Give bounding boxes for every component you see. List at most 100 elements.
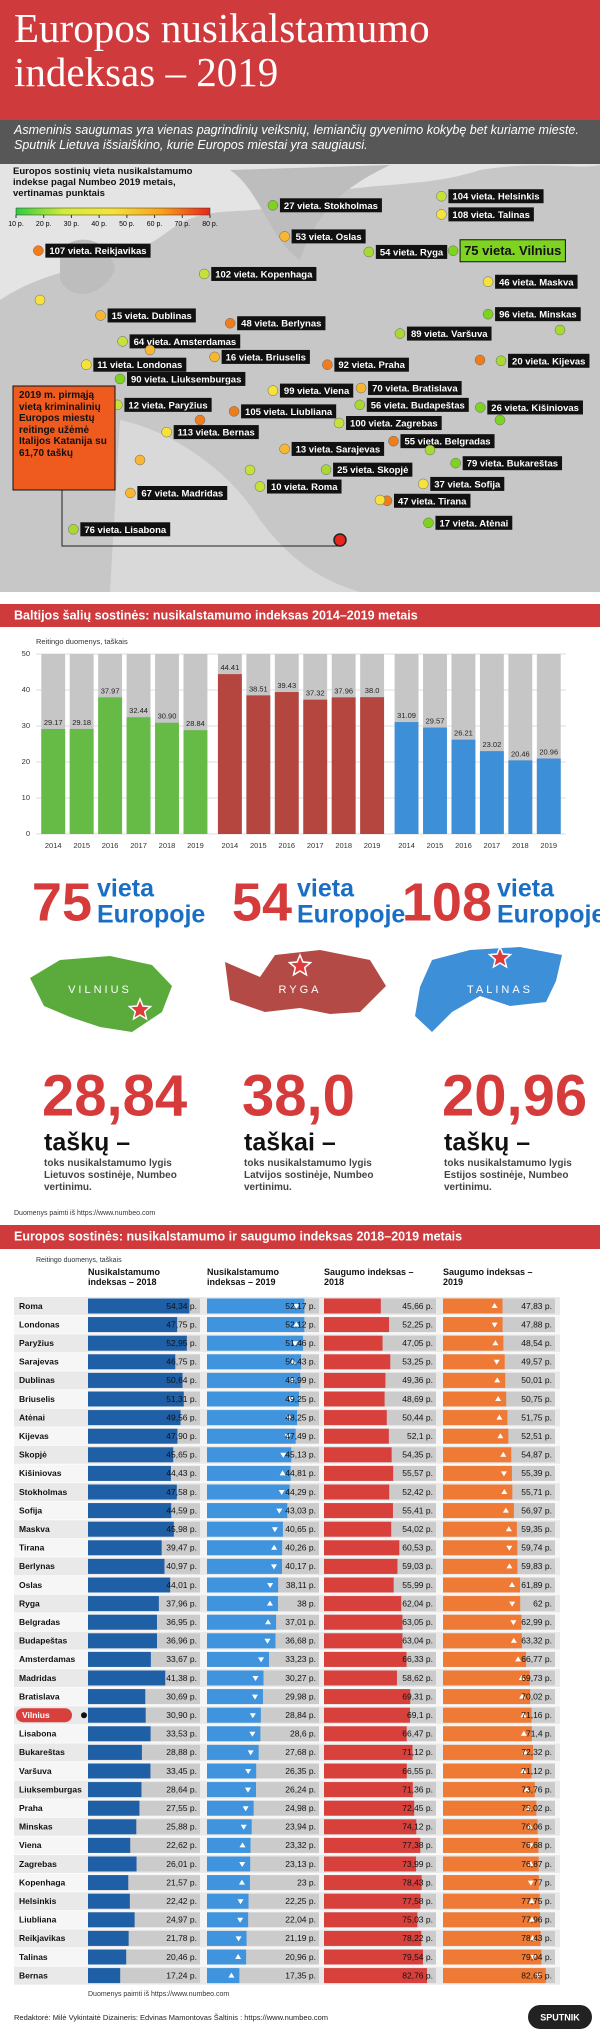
bar: [324, 1410, 387, 1426]
arrow-up: [266, 1600, 273, 1606]
bar: [324, 1949, 423, 1965]
bar: [207, 1912, 249, 1928]
bar: [443, 1317, 503, 1333]
bar: [443, 1391, 507, 1407]
city-label: 89 vieta. Varšuva: [411, 329, 488, 340]
value-label: 82,76 p.: [402, 1970, 433, 1980]
value-label: 28.84: [186, 719, 205, 728]
bar: [246, 695, 271, 834]
city-label: 20 vieta. Kijevas: [512, 356, 585, 367]
row-label: Liubliana: [19, 1915, 57, 1925]
bar: [207, 1633, 276, 1649]
value-label: 47,58 p.: [166, 1487, 197, 1497]
bar: [443, 1726, 532, 1742]
value-label: 61,89 p.: [521, 1580, 552, 1590]
value-label: 50,43 p.: [285, 1357, 316, 1367]
arrow-up: [238, 1879, 245, 1885]
bar: [324, 1912, 418, 1928]
bar: [207, 1707, 261, 1723]
city-label: 108 vieta. Talinas: [452, 210, 529, 221]
bar: [88, 1744, 142, 1760]
value-label: 51,46 p.: [285, 1338, 316, 1348]
city-label: 55 vieta. Belgradas: [404, 437, 490, 448]
bar: [207, 1596, 278, 1612]
city-label-box: [448, 189, 544, 204]
rank-number: 75: [32, 872, 92, 932]
city-label-box: [375, 244, 448, 259]
x-tick-label: 2014: [222, 841, 239, 850]
arrow-down: [271, 1527, 278, 1533]
city-dot: [125, 487, 136, 499]
value-label: 38 p.: [297, 1598, 316, 1608]
arrow-up: [520, 1730, 527, 1736]
bar: [88, 1763, 151, 1779]
bar: [443, 1298, 503, 1314]
arrow-up: [505, 1526, 512, 1532]
city-dot: [254, 481, 266, 492]
city-dot: [388, 435, 399, 447]
value-label: 48,25 p.: [285, 1412, 316, 1422]
arrow-up: [228, 1972, 235, 1978]
rank-unit: vieta: [497, 875, 555, 903]
bar: [443, 1577, 521, 1593]
city-label-box: [334, 357, 409, 372]
bar: [207, 1298, 305, 1314]
bar: [207, 1856, 251, 1872]
city-label-box: [366, 397, 469, 412]
bar: [324, 1893, 421, 1909]
x-tick-label: 2017: [307, 841, 324, 850]
city-label: 67 vieta. Madridas: [141, 489, 223, 500]
city-label-group: 99 vieta. Viena: [279, 383, 354, 398]
city-label: 12 vieta. Paryžius: [128, 400, 207, 411]
row-label: Oslas: [19, 1580, 42, 1590]
highlight-box: [459, 239, 566, 263]
arrow-down: [242, 1806, 249, 1812]
city-label-box: [406, 326, 492, 341]
bar: [443, 1540, 518, 1556]
value-label: 54,02 p.: [402, 1524, 433, 1534]
row-label: Sofija: [19, 1505, 42, 1515]
value-label: 69,31 p.: [402, 1691, 433, 1701]
city-label: 15 vieta. Dublinas: [112, 311, 192, 322]
city-label: 107 vieta. Reikjavikas: [49, 246, 146, 257]
city-label-box: [346, 416, 442, 431]
value-label: 60,53 p.: [402, 1543, 433, 1553]
arrow-up: [510, 1637, 517, 1643]
city-dot: [81, 359, 92, 370]
value-label: 36,68 p.: [285, 1636, 316, 1646]
city-dot: [363, 246, 375, 258]
value-label: 37,01 p.: [285, 1617, 316, 1627]
bar: [443, 1744, 533, 1760]
value-label: 77,58 p.: [402, 1896, 433, 1906]
row-label: Viena: [19, 1840, 42, 1850]
city-label: 11 vieta. Londonas: [97, 360, 182, 371]
bar: [324, 1317, 390, 1333]
row-label: Belgradas: [19, 1617, 60, 1627]
arrow-down: [244, 1787, 251, 1793]
capital-star: [287, 953, 313, 977]
row-label: Zagrebas: [19, 1859, 57, 1869]
x-tick-label: 2018: [335, 841, 352, 850]
row-label: Kopenhaga: [19, 1877, 66, 1887]
arrow-up: [521, 1749, 528, 1755]
value-label: 40,17 p.: [285, 1561, 316, 1571]
city-dot: [495, 355, 507, 367]
bar: [88, 1614, 157, 1630]
callout-text: 2019 m. pirmąją vietą kriminalinių Europ…: [19, 390, 107, 459]
city-label-box: [400, 434, 495, 449]
bar: [443, 1447, 512, 1463]
value-label: 69,73 p.: [521, 1673, 552, 1683]
arrow-up: [492, 1340, 499, 1346]
city-label-box: [80, 522, 171, 537]
city-label-box: [368, 381, 462, 396]
city-label-group: 70 vieta. Bratislava: [368, 381, 462, 396]
section-band: [0, 1225, 600, 1249]
bar: [324, 1856, 417, 1872]
city-label: 47 vieta. Tirana: [398, 496, 467, 507]
value-label: 78,43 p.: [521, 1933, 552, 1943]
bar: [207, 1875, 250, 1891]
value-label: 52,95 p.: [166, 1338, 197, 1348]
bar: [423, 727, 447, 834]
bar: [155, 722, 179, 834]
city-label-box: [393, 493, 471, 508]
